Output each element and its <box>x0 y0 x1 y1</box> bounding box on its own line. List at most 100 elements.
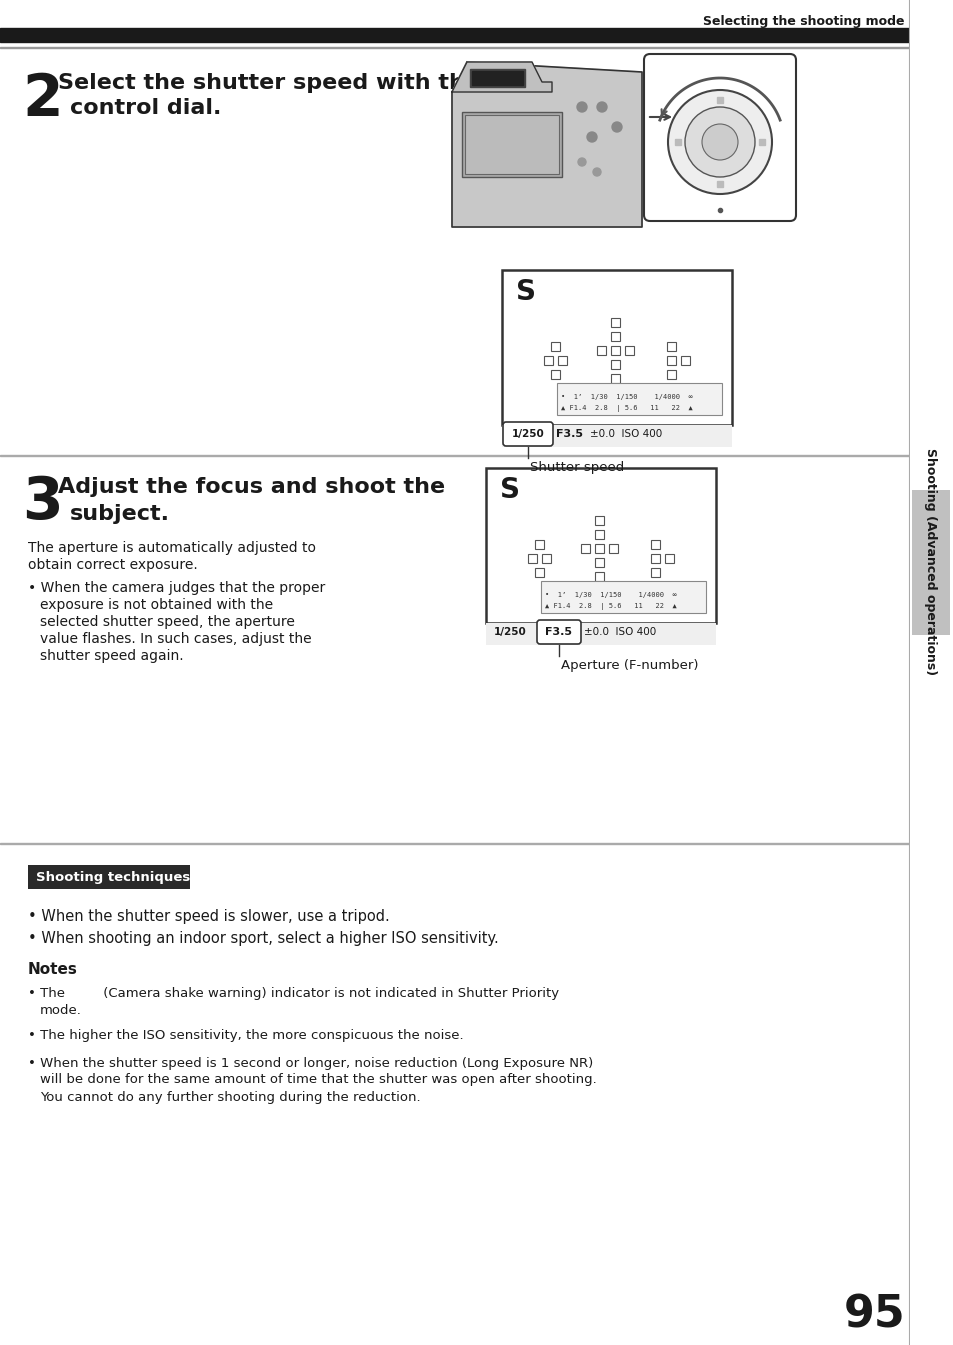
Text: ▲ F1.4  2.8  | 5.6   11   22  ▲: ▲ F1.4 2.8 | 5.6 11 22 ▲ <box>544 604 676 611</box>
Bar <box>595 572 603 581</box>
Text: shutter speed again.: shutter speed again. <box>40 650 183 663</box>
Text: Notes: Notes <box>28 962 78 976</box>
Bar <box>551 370 559 379</box>
Bar <box>717 182 722 187</box>
Bar <box>535 539 543 549</box>
Bar <box>472 71 522 85</box>
Text: •  1’  1/30  1/150    1/4000  ∞: • 1’ 1/30 1/150 1/4000 ∞ <box>560 394 692 399</box>
Bar <box>557 383 721 416</box>
Text: will be done for the same amount of time that the shutter was open after shootin: will be done for the same amount of time… <box>40 1073 597 1087</box>
Text: mode.: mode. <box>40 1005 82 1018</box>
Text: control dial.: control dial. <box>70 98 221 118</box>
Circle shape <box>667 90 771 194</box>
Bar <box>501 270 731 425</box>
Bar <box>666 356 676 364</box>
Bar <box>650 554 659 564</box>
Text: Aperture (F-number): Aperture (F-number) <box>560 659 698 672</box>
Bar <box>610 374 619 383</box>
Text: F3.5: F3.5 <box>556 429 582 438</box>
Bar <box>527 554 537 564</box>
Bar <box>558 356 566 364</box>
FancyBboxPatch shape <box>643 54 795 221</box>
Text: S: S <box>499 476 519 504</box>
Text: value flashes. In such cases, adjust the: value flashes. In such cases, adjust the <box>40 632 312 646</box>
Text: You cannot do any further shooting during the reduction.: You cannot do any further shooting durin… <box>40 1091 420 1103</box>
Bar <box>541 554 551 564</box>
Text: 1/250: 1/250 <box>511 429 544 438</box>
Circle shape <box>684 108 754 178</box>
FancyBboxPatch shape <box>537 620 580 644</box>
Bar <box>464 116 558 174</box>
Circle shape <box>701 124 738 160</box>
Bar <box>675 139 680 145</box>
Bar <box>666 342 676 351</box>
Text: Select the shutter speed with the: Select the shutter speed with the <box>58 73 479 93</box>
Bar <box>610 360 619 369</box>
Bar <box>535 568 543 577</box>
Bar <box>666 370 676 379</box>
Bar <box>597 346 605 355</box>
Bar <box>501 425 731 447</box>
Text: • When the camera judges that the proper: • When the camera judges that the proper <box>28 581 325 594</box>
Bar <box>610 332 619 342</box>
Bar <box>0 455 909 456</box>
Polygon shape <box>452 62 641 227</box>
Text: 2: 2 <box>22 71 63 129</box>
Bar <box>595 543 603 553</box>
Text: Shooting (Advanced operations): Shooting (Advanced operations) <box>923 448 937 675</box>
Text: •  1’  1/30  1/150    1/4000  ∞: • 1’ 1/30 1/150 1/4000 ∞ <box>544 592 676 599</box>
Text: • When the shutter speed is slower, use a tripod.: • When the shutter speed is slower, use … <box>28 909 390 924</box>
Circle shape <box>577 102 586 112</box>
Circle shape <box>578 157 585 165</box>
Bar <box>680 356 689 364</box>
Bar <box>0 47 909 48</box>
Bar <box>610 317 619 327</box>
Bar <box>28 865 190 889</box>
FancyBboxPatch shape <box>502 422 553 447</box>
Text: ±0.0  ISO 400: ±0.0 ISO 400 <box>583 627 656 638</box>
Text: selected shutter speed, the aperture: selected shutter speed, the aperture <box>40 615 294 629</box>
Bar <box>543 356 553 364</box>
Text: • When the shutter speed is 1 second or longer, noise reduction (Long Exposure N: • When the shutter speed is 1 second or … <box>28 1057 593 1069</box>
Text: S: S <box>516 278 536 307</box>
Bar <box>595 558 603 568</box>
Bar <box>595 516 603 525</box>
Bar <box>485 468 716 623</box>
Bar <box>608 543 618 553</box>
Text: subject.: subject. <box>70 504 170 525</box>
Text: exposure is not obtained with the: exposure is not obtained with the <box>40 599 273 612</box>
Text: • When shooting an indoor sport, select a higher ISO sensitivity.: • When shooting an indoor sport, select … <box>28 932 498 947</box>
Circle shape <box>612 122 621 132</box>
Text: 95: 95 <box>843 1294 905 1337</box>
Bar <box>595 530 603 539</box>
Bar <box>0 28 909 42</box>
Bar <box>759 139 764 145</box>
Bar <box>664 554 673 564</box>
Text: F3.5: F3.5 <box>545 627 572 638</box>
Circle shape <box>593 168 600 176</box>
Bar <box>461 112 561 178</box>
Text: 1/250: 1/250 <box>494 627 526 638</box>
Text: Shooting techniques: Shooting techniques <box>36 870 190 884</box>
Bar <box>909 0 953 1345</box>
Bar <box>540 581 705 613</box>
Bar <box>624 346 634 355</box>
Bar <box>551 342 559 351</box>
Text: ±0.0  ISO 400: ±0.0 ISO 400 <box>589 429 661 438</box>
Bar <box>610 346 619 355</box>
Bar <box>470 69 524 87</box>
Text: Selecting the shooting mode: Selecting the shooting mode <box>702 16 904 28</box>
Circle shape <box>586 132 597 143</box>
Text: ▲ F1.4  2.8  | 5.6   11   22  ▲: ▲ F1.4 2.8 | 5.6 11 22 ▲ <box>560 405 692 413</box>
Bar <box>717 97 722 104</box>
Text: Shutter speed: Shutter speed <box>530 461 623 475</box>
Text: Adjust the focus and shoot the: Adjust the focus and shoot the <box>58 477 445 498</box>
Text: obtain correct exposure.: obtain correct exposure. <box>28 558 197 572</box>
Bar <box>580 543 589 553</box>
Circle shape <box>597 102 606 112</box>
Text: 3: 3 <box>22 473 63 530</box>
Bar <box>0 842 909 845</box>
Bar <box>650 568 659 577</box>
Bar <box>485 623 716 646</box>
Bar <box>911 490 949 635</box>
